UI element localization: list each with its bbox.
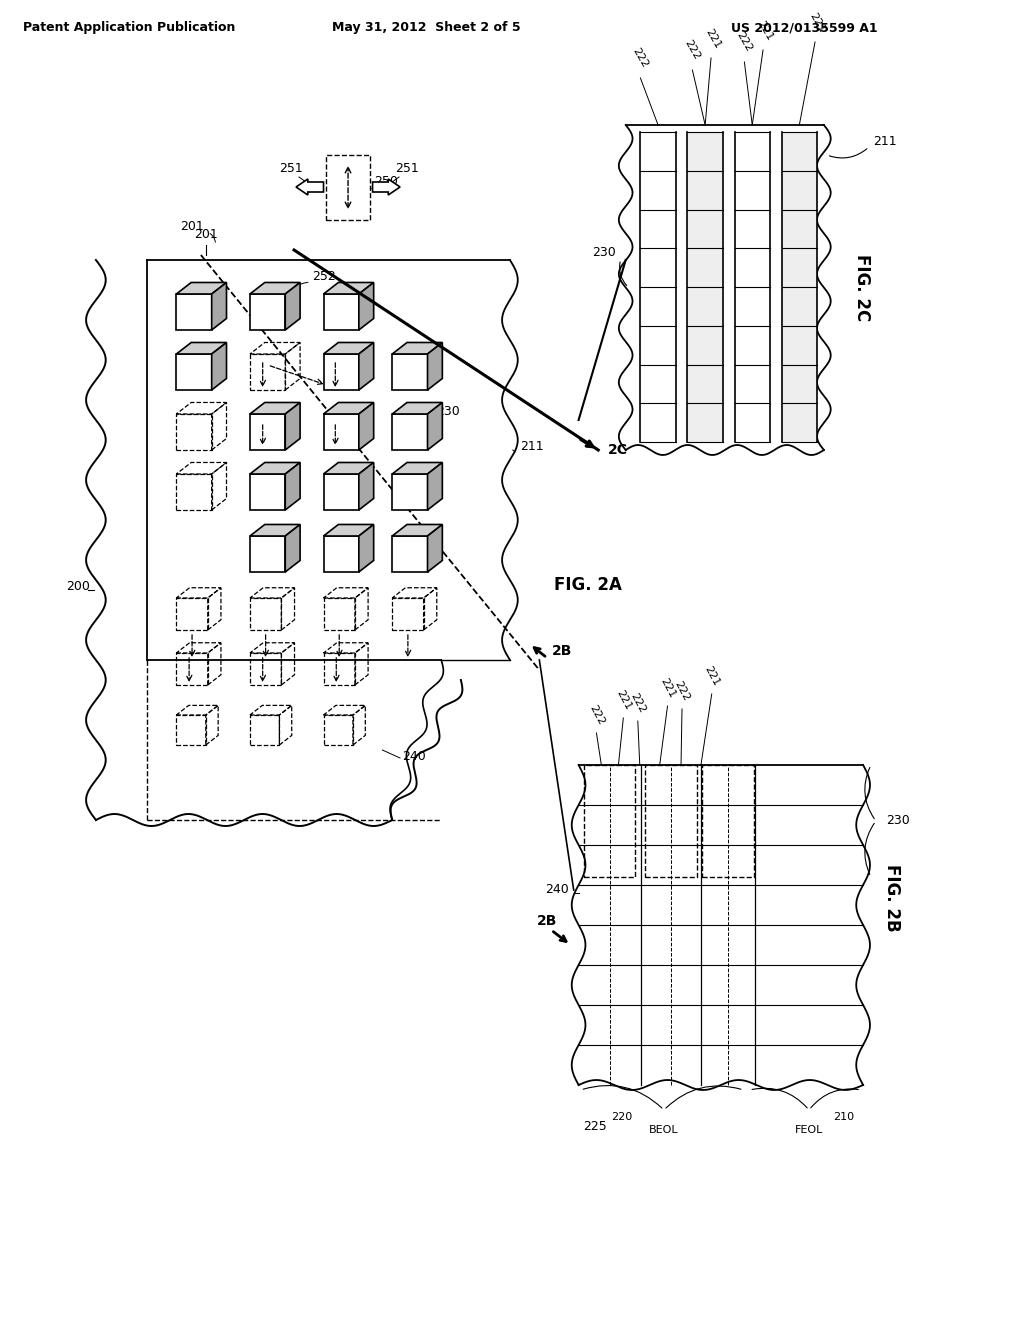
Text: 230: 230 — [592, 247, 615, 259]
Polygon shape — [324, 342, 374, 354]
Text: 221: 221 — [756, 18, 774, 42]
Polygon shape — [250, 414, 286, 450]
Bar — [781, 132, 817, 442]
Text: 221: 221 — [702, 664, 721, 688]
Text: 230: 230 — [886, 814, 909, 828]
Bar — [645, 766, 696, 876]
Polygon shape — [250, 524, 300, 536]
Polygon shape — [392, 342, 442, 354]
Text: 201: 201 — [194, 228, 218, 242]
Text: 250: 250 — [375, 176, 398, 187]
Text: 222: 222 — [629, 692, 647, 715]
Text: 210: 210 — [833, 1111, 854, 1122]
Text: 2B: 2B — [552, 644, 572, 657]
Text: 225: 225 — [584, 1119, 607, 1133]
Text: 222: 222 — [673, 680, 691, 704]
Polygon shape — [373, 180, 400, 195]
Text: 222: 222 — [683, 38, 702, 62]
Polygon shape — [250, 294, 286, 330]
Bar — [687, 132, 723, 442]
Polygon shape — [286, 282, 300, 330]
Text: US 2012/0135599 A1: US 2012/0135599 A1 — [731, 21, 878, 34]
Polygon shape — [212, 282, 226, 330]
Bar — [702, 766, 754, 876]
Text: FIG. 2C: FIG. 2C — [853, 253, 871, 321]
Polygon shape — [392, 524, 442, 536]
Polygon shape — [324, 294, 358, 330]
Text: 251: 251 — [395, 162, 419, 176]
Bar — [585, 766, 636, 876]
Polygon shape — [392, 403, 442, 414]
Text: 200: 200 — [67, 579, 90, 593]
Polygon shape — [250, 462, 300, 474]
Text: 240: 240 — [545, 883, 568, 896]
Text: 221: 221 — [703, 26, 723, 50]
Polygon shape — [250, 474, 286, 510]
Polygon shape — [427, 524, 442, 572]
Text: May 31, 2012  Sheet 2 of 5: May 31, 2012 Sheet 2 of 5 — [332, 21, 521, 34]
Polygon shape — [250, 282, 300, 294]
Text: 240: 240 — [402, 750, 426, 763]
Polygon shape — [250, 403, 300, 414]
Polygon shape — [324, 462, 374, 474]
Polygon shape — [176, 294, 212, 330]
Polygon shape — [392, 462, 442, 474]
Polygon shape — [392, 414, 427, 450]
Polygon shape — [427, 342, 442, 389]
Text: FIG. 2A: FIG. 2A — [554, 576, 622, 594]
Polygon shape — [212, 342, 226, 389]
Polygon shape — [324, 403, 374, 414]
Text: 211: 211 — [520, 440, 544, 453]
Polygon shape — [358, 403, 374, 450]
Text: 222: 222 — [587, 704, 606, 727]
Text: 222: 222 — [735, 30, 754, 54]
Polygon shape — [176, 342, 226, 354]
Text: 2B: 2B — [537, 913, 557, 928]
Polygon shape — [324, 524, 374, 536]
Polygon shape — [324, 536, 358, 572]
Text: FEOL: FEOL — [795, 1125, 823, 1135]
Polygon shape — [358, 342, 374, 389]
Text: 222: 222 — [631, 46, 650, 70]
Polygon shape — [286, 403, 300, 450]
Polygon shape — [296, 180, 324, 195]
Polygon shape — [176, 282, 226, 294]
Polygon shape — [324, 474, 358, 510]
Polygon shape — [176, 354, 212, 389]
Text: 230: 230 — [436, 405, 460, 418]
Polygon shape — [250, 536, 286, 572]
Text: 220: 220 — [610, 1111, 632, 1122]
Polygon shape — [358, 282, 374, 330]
Polygon shape — [324, 414, 358, 450]
Text: BEOL: BEOL — [649, 1125, 679, 1135]
Text: Patent Application Publication: Patent Application Publication — [24, 21, 236, 34]
Polygon shape — [392, 536, 427, 572]
Polygon shape — [358, 524, 374, 572]
Text: 201: 201 — [180, 220, 204, 234]
Text: 221: 221 — [658, 677, 677, 700]
Polygon shape — [286, 524, 300, 572]
Polygon shape — [286, 462, 300, 510]
Polygon shape — [324, 354, 358, 389]
Polygon shape — [392, 474, 427, 510]
Polygon shape — [392, 354, 427, 389]
Text: FIG. 2B: FIG. 2B — [883, 865, 901, 932]
Text: 221: 221 — [614, 689, 633, 711]
Text: 2C: 2C — [608, 444, 628, 457]
Text: 252: 252 — [311, 271, 336, 282]
Text: 221: 221 — [807, 11, 826, 34]
Polygon shape — [358, 462, 374, 510]
Polygon shape — [427, 462, 442, 510]
Polygon shape — [324, 282, 374, 294]
Text: 251: 251 — [280, 162, 303, 176]
Text: 211: 211 — [872, 135, 897, 148]
Polygon shape — [427, 403, 442, 450]
